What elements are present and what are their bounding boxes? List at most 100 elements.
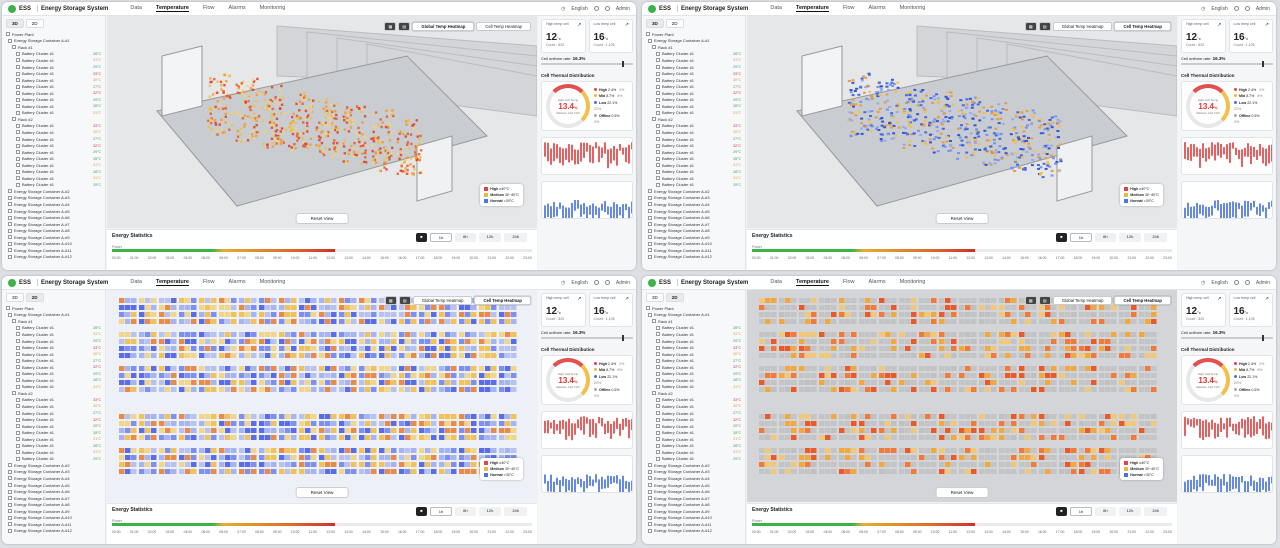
cell-tile[interactable] [979,305,985,310]
cell-tile[interactable] [1111,387,1117,392]
checkbox[interactable] [656,91,660,96]
cell-tile[interactable] [351,366,357,371]
cell-tile[interactable] [871,387,877,392]
cell-tile[interactable] [779,332,785,337]
cell-tile[interactable] [479,448,485,453]
cell-tile[interactable] [231,346,237,351]
cell-tile[interactable] [211,319,217,324]
cell-tile[interactable] [851,455,857,460]
cell-tile[interactable] [139,387,145,392]
cell-tile[interactable] [1085,455,1091,460]
low-temp-card[interactable]: Low temp cell ↗ 16°c Count : 1,105 [588,19,633,53]
checkbox[interactable] [12,319,16,324]
cell-tile[interactable] [925,428,931,433]
cell-tile[interactable] [365,312,371,317]
stop-icon[interactable]: ■ [416,233,427,242]
cell-tile[interactable] [351,319,357,324]
cell-tile[interactable] [291,421,297,426]
cell-tile[interactable] [171,305,177,310]
uniform-slider[interactable] [1181,335,1273,341]
cell-tile[interactable] [205,339,211,344]
reset-view-button[interactable]: Reset View [295,487,349,498]
cell-tile[interactable] [1045,455,1051,460]
cell-tile[interactable] [945,435,951,440]
cell-tile[interactable] [219,312,225,317]
checkbox[interactable] [16,169,20,174]
arrow-up-right-icon[interactable]: ↗ [1264,296,1269,302]
cell-tile[interactable] [319,421,325,426]
checkbox[interactable] [16,58,20,63]
cell-tile[interactable] [199,414,205,419]
checkbox[interactable] [656,456,660,461]
cell-tile[interactable] [1145,353,1151,358]
stop-icon[interactable]: ■ [1056,233,1067,242]
cell-tile[interactable] [171,332,177,337]
cell-tile[interactable] [1011,380,1017,385]
cell-tile[interactable] [959,428,965,433]
cell-tile[interactable] [851,366,857,371]
tree-container[interactable]: Energy Storage Container A-#7 [6,495,101,502]
cell-tile[interactable] [499,353,505,358]
cell-tile[interactable] [1125,346,1131,351]
cell-tile[interactable] [819,380,825,385]
cell-tile[interactable] [199,387,205,392]
cell-tile[interactable] [391,435,397,440]
checkbox[interactable] [16,150,20,155]
cell-tile[interactable] [959,305,965,310]
cell-tile[interactable] [805,469,811,474]
cell-tile[interactable] [865,414,871,419]
cell-tile[interactable] [825,455,831,460]
cell-tile[interactable] [271,428,277,433]
cell-tile[interactable] [145,428,151,433]
cell-tile[interactable] [825,428,831,433]
cell-tile[interactable] [1091,435,1097,440]
tree-root[interactable]: Power Plant [646,305,741,312]
cell-tile[interactable] [479,353,485,358]
cell-tile[interactable] [799,448,805,453]
cell-tile[interactable] [925,414,931,419]
cell-tile[interactable] [1131,305,1137,310]
cell-tile[interactable] [971,469,977,474]
cell-tile[interactable] [791,435,797,440]
cell-tile[interactable] [1039,414,1045,419]
cell-tile[interactable] [251,462,257,467]
cell-tile[interactable] [371,353,377,358]
cell-tile[interactable] [1125,448,1131,453]
tree-cluster[interactable]: Battery Cluster #1 29°C [646,370,741,377]
cell-tile[interactable] [979,469,985,474]
cell-tile[interactable] [145,373,151,378]
cell-tile[interactable] [245,353,251,358]
cell-tile[interactable] [765,469,771,474]
cell-tile[interactable] [1125,312,1131,317]
cell-tile[interactable] [1065,346,1071,351]
cell-tile[interactable] [305,305,311,310]
cell-tile[interactable] [451,332,457,337]
cell-tile[interactable] [125,373,131,378]
checkbox[interactable] [656,430,660,435]
checkbox[interactable] [648,209,652,214]
cell-tile[interactable] [225,455,231,460]
cell-tile[interactable] [485,421,491,426]
cell-tile[interactable] [805,455,811,460]
cell-tile[interactable] [185,421,191,426]
cell-tile[interactable] [419,353,425,358]
cell-tile[interactable] [479,339,485,344]
cell-tile[interactable] [1019,353,1025,358]
cell-tile[interactable] [345,339,351,344]
cell-tile[interactable] [799,435,805,440]
cell-tile[interactable] [891,455,897,460]
checkbox[interactable] [8,38,12,43]
cell-tile[interactable] [339,455,345,460]
cell-tile[interactable] [1139,346,1145,351]
cell-tile[interactable] [1071,366,1077,371]
tree-cluster[interactable]: Battery Cluster #1 29°C [6,96,101,103]
tree-cluster[interactable]: Battery Cluster #1 29°C [646,149,741,156]
cell-tile[interactable] [819,462,825,467]
cell-tile[interactable] [1125,373,1131,378]
cell-tile[interactable] [999,428,1005,433]
cell-tile[interactable] [759,387,765,392]
cell-tile[interactable] [899,339,905,344]
cell-tile[interactable] [991,421,997,426]
cell-tile[interactable] [145,380,151,385]
cell-tile[interactable] [939,366,945,371]
